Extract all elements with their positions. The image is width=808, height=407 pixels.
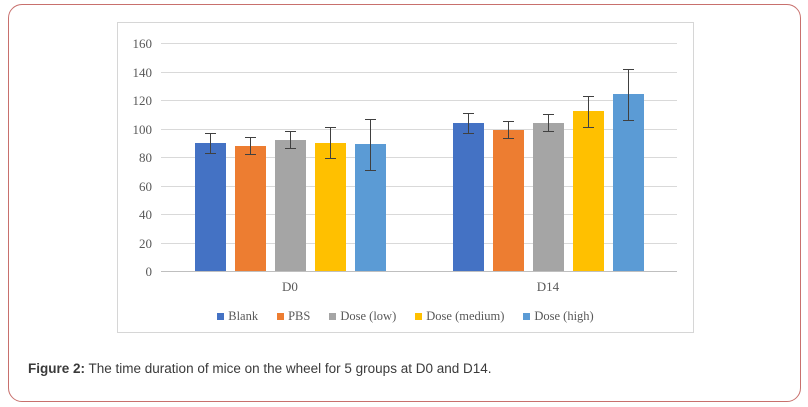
error-bar-cap [583, 95, 594, 97]
legend-item: PBS [277, 309, 310, 324]
error-bar-cap [325, 158, 336, 160]
gridline [161, 214, 677, 215]
bar-chart: 0 20 40 60 80 100 120 140 160 D0 D14 Blank PBS Dose … [117, 22, 694, 333]
gridline [161, 43, 677, 44]
error-bar-cap [503, 121, 514, 123]
error-bar-cap [205, 152, 216, 154]
figure-caption-text: The time duration of mice on the wheel f… [85, 361, 492, 376]
error-bar-cap [583, 127, 594, 129]
error-bar [628, 68, 629, 120]
legend-swatch-icon [523, 313, 531, 320]
error-bar [250, 137, 251, 155]
category-label: D14 [536, 279, 560, 294]
bar [572, 111, 604, 271]
legend-label: Dose (high) [534, 309, 594, 323]
error-bar [548, 114, 549, 132]
error-bar-cap [463, 132, 474, 134]
error-bar-cap [463, 112, 474, 114]
error-bar [210, 132, 211, 153]
plot-area: 0 20 40 60 80 100 120 140 160 D0 D14 [118, 23, 693, 332]
legend-swatch-icon [415, 313, 423, 320]
y-tick-label: 160 [132, 36, 153, 51]
error-bar-cap [285, 131, 296, 133]
error-bar [508, 121, 509, 139]
legend-label: Dose (low) [340, 309, 397, 323]
y-tick-label: 80 [139, 150, 152, 165]
category-label: D0 [282, 279, 298, 294]
y-tick-label: 20 [139, 235, 152, 251]
error-bar-cap [205, 132, 216, 134]
legend-label: PBS [288, 309, 311, 323]
bar [452, 122, 484, 271]
error-bar-cap [623, 119, 634, 121]
error-bar-cap [365, 169, 376, 171]
y-tick-label: 60 [139, 178, 152, 194]
legend-label: Dose (medium) [426, 309, 505, 323]
gridline [161, 185, 677, 187]
bar [234, 145, 266, 271]
gridline [161, 100, 677, 101]
y-tick-label: 120 [132, 93, 153, 108]
error-bar-cap [245, 154, 256, 156]
legend-item: Blank [217, 309, 258, 324]
y-tick-label: 0 [145, 264, 153, 279]
error-bar-cap [325, 127, 336, 129]
error-bar [588, 95, 589, 128]
bar [612, 94, 644, 271]
legend-item: Dose (low) [329, 309, 396, 324]
error-bar [370, 118, 371, 170]
legend-swatch-icon [329, 313, 337, 320]
bar [492, 129, 524, 271]
bar [314, 142, 346, 271]
error-bar-cap [543, 131, 554, 133]
error-bar [290, 131, 291, 149]
gridline [161, 157, 677, 158]
error-bar-cap [623, 68, 634, 70]
legend-swatch-icon [217, 313, 225, 320]
error-bar-cap [365, 118, 376, 120]
figure-caption: Figure 2: The time duration of mice on t… [28, 361, 492, 376]
error-bar-cap [245, 137, 256, 139]
gridline [161, 128, 677, 130]
error-bar [330, 127, 331, 159]
bar [274, 139, 306, 271]
bar [532, 122, 564, 271]
error-bar [468, 112, 469, 133]
legend-item: Dose (medium) [415, 309, 504, 324]
y-tick-label: 100 [132, 121, 153, 137]
error-bar-cap [503, 138, 514, 140]
gridline [161, 242, 677, 244]
chart-legend: Blank PBS Dose (low) Dose (medium) Dose (hig… [118, 309, 693, 324]
legend-swatch-icon [277, 313, 285, 320]
error-bar-cap [543, 114, 554, 116]
legend-item: Dose (high) [523, 309, 594, 324]
y-tick-label: 140 [132, 64, 153, 80]
gridline [161, 71, 677, 73]
y-tick-label: 40 [139, 207, 152, 222]
figure-caption-label: Figure 2: [28, 361, 86, 376]
x-axis-line [161, 271, 677, 272]
error-bar-cap [285, 148, 296, 150]
bar [194, 142, 226, 271]
legend-label: Blank [228, 309, 259, 323]
